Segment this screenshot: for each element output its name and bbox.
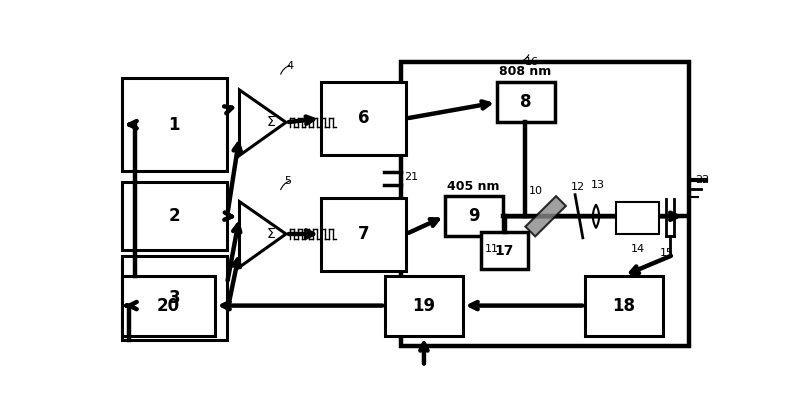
Text: 11: 11 (485, 244, 499, 254)
Text: 18: 18 (613, 297, 635, 314)
Text: Σ: Σ (266, 227, 275, 241)
Text: 10: 10 (529, 186, 542, 196)
Text: 17: 17 (495, 244, 514, 258)
Bar (122, 256, 227, 340)
Bar (321, 82, 406, 156)
Polygon shape (239, 90, 286, 156)
Bar (585, 276, 662, 335)
Bar (122, 182, 227, 250)
Polygon shape (239, 202, 286, 267)
Text: 19: 19 (412, 297, 435, 314)
Text: 4: 4 (286, 61, 293, 71)
Bar (386, 276, 462, 335)
Bar (321, 198, 406, 271)
Text: 808 nm: 808 nm (499, 66, 552, 79)
Text: 3: 3 (169, 289, 180, 307)
Text: 2: 2 (169, 207, 180, 225)
Text: 22: 22 (695, 175, 710, 185)
Text: 6: 6 (358, 110, 370, 127)
Text: 8: 8 (520, 93, 531, 111)
Polygon shape (526, 196, 566, 237)
Text: 13: 13 (590, 180, 605, 190)
Text: 7: 7 (358, 225, 370, 243)
Text: 9: 9 (468, 207, 479, 225)
Text: Σ: Σ (266, 116, 275, 129)
Text: 15: 15 (660, 248, 674, 258)
Bar (122, 79, 227, 171)
Bar (122, 276, 214, 335)
Bar (401, 62, 689, 347)
Bar (497, 82, 555, 122)
Text: 12: 12 (571, 181, 586, 192)
Text: 5: 5 (285, 176, 291, 186)
Text: 1: 1 (169, 116, 180, 134)
Bar (445, 196, 503, 236)
Text: 21: 21 (404, 172, 418, 182)
Text: 405 nm: 405 nm (447, 180, 500, 193)
Bar (616, 202, 658, 234)
Text: 20: 20 (157, 297, 180, 314)
Bar (482, 232, 528, 270)
Text: 16: 16 (525, 57, 538, 67)
Text: 14: 14 (631, 244, 645, 254)
